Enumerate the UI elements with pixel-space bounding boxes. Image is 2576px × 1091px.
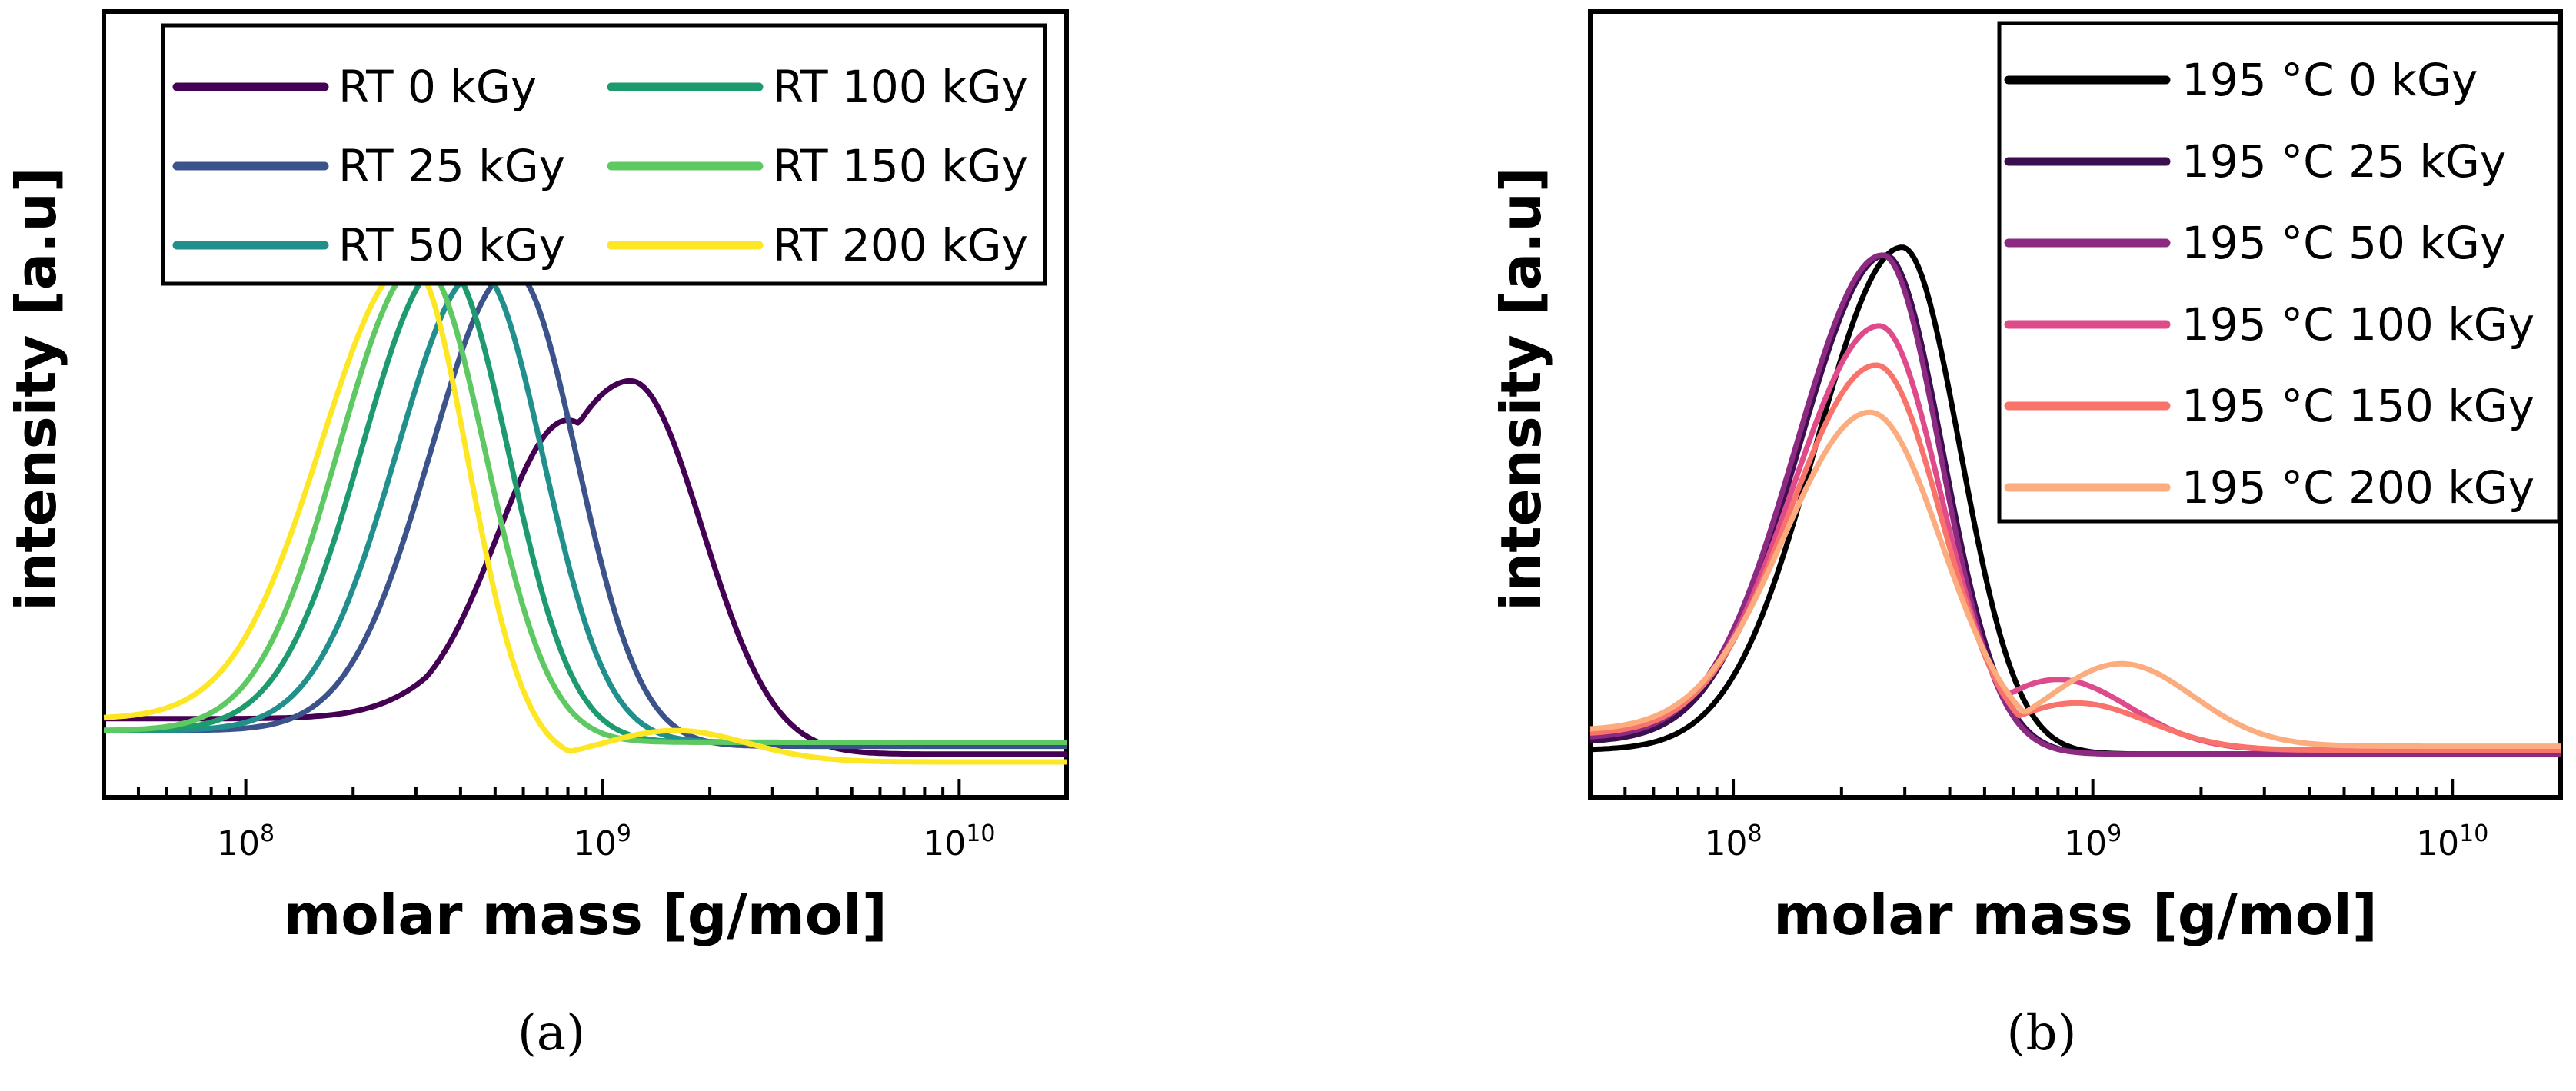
panel-label: (a) [518,1005,585,1062]
x-tick-label: 109 [2064,820,2122,863]
legend-label: RT 0 kGy [338,61,537,113]
x-tick-label: 108 [217,820,275,863]
legend-label: 195 °C 150 kGy [2182,380,2534,432]
x-tick-label: 1010 [923,820,995,863]
legend-box [1997,21,2561,524]
series-line-6 [103,260,1067,765]
legend-label: 195 °C 100 kGy [2182,298,2534,351]
x-tick-label: 108 [1705,820,1762,863]
panel-b: 108 109 1010 195 °C 0 kGy 195 °C 25 kGy 195 °… [1489,9,2563,1062]
legend-label: 195 °C 50 kGy [2182,217,2506,269]
legend-label: 195 °C 25 kGy [2182,135,2506,188]
x-tick-label: 109 [574,820,631,863]
legend-label: 195 °C 0 kGy [2182,54,2478,106]
legend-label: 195 °C 200 kGy [2182,461,2534,514]
y-axis-label: intensity [a.u] [1489,167,1553,610]
legend-label: RT 50 kGy [338,219,565,271]
series-line-3 [1589,252,2561,757]
x-axis-label: molar mass [g/mol] [1773,883,2378,947]
x-tick-label: 1010 [2416,820,2488,863]
legend-box [161,23,1047,286]
legend-label: RT 150 kGy [773,140,1028,192]
panel-label: (b) [2007,1005,2077,1062]
legend-label: RT 200 kGy [773,219,1028,271]
series-line-5 [103,260,1067,745]
series-line-6 [1589,409,2561,750]
legend-label: RT 25 kGy [338,140,565,192]
legend-label: RT 100 kGy [773,61,1028,113]
panel-a: 108 109 1010 RT 0 kGy RT 25 kGy RT 50 kGy RT 1… [4,9,1069,1062]
y-axis-label: intensity [a.u] [4,167,68,610]
series-line-2 [104,268,1067,750]
x-axis-label: molar mass [g/mol] [283,883,887,947]
